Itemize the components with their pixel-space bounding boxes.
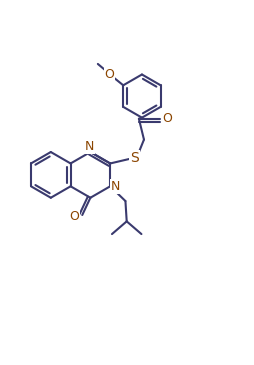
Text: O: O <box>105 68 115 81</box>
Text: O: O <box>163 112 172 125</box>
Text: O: O <box>70 210 80 223</box>
Text: S: S <box>130 151 139 165</box>
Text: N: N <box>110 180 120 193</box>
Text: N: N <box>85 141 94 153</box>
